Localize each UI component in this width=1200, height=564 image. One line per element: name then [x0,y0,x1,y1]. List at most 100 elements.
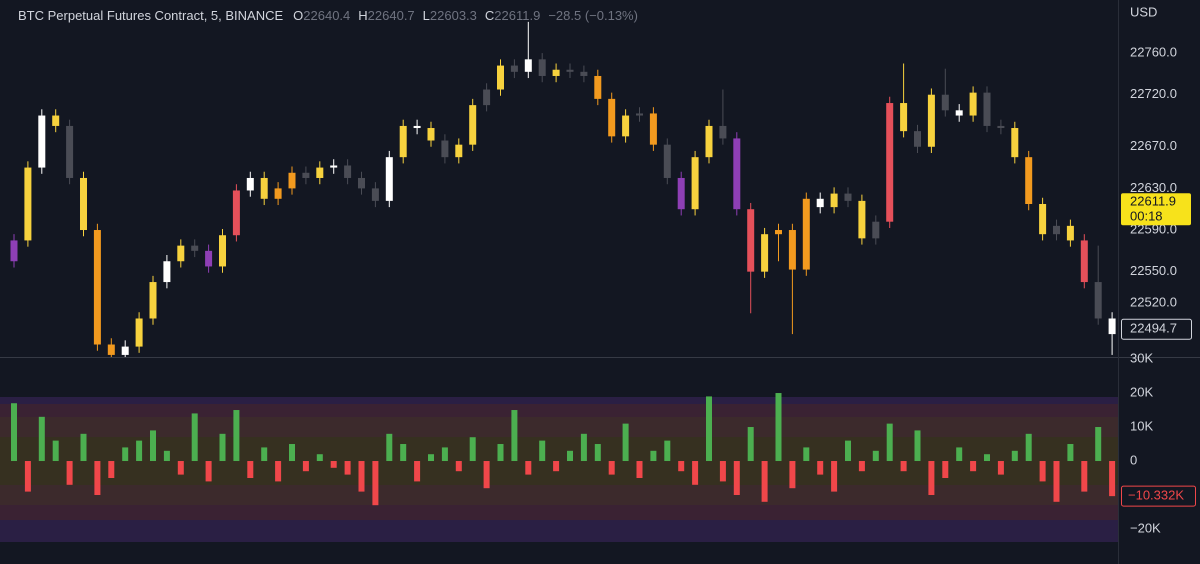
symbol-title: BTC Perpetual Futures Contract, 5, BINAN… [18,8,283,23]
delta-bar [553,461,560,472]
candle-body [761,234,769,272]
candle-body [135,318,143,347]
delta-bar [525,461,532,475]
delta-bar [177,461,184,475]
candle-body [733,138,741,210]
y-tick-label: 22720.0 [1130,86,1177,101]
candle-body [719,125,727,139]
candle-body [927,94,935,147]
delta-bar [761,461,768,502]
last-value-box [1121,485,1196,507]
delta-bar [914,430,921,462]
delta-bar [483,461,490,489]
delta-bar [942,461,949,479]
delta-bar [24,461,31,492]
candle-body [1025,157,1033,204]
delta-bar [344,461,351,475]
candle-body [232,190,240,236]
delta-bar [831,461,838,492]
delta-bar [52,440,59,462]
candle-body [330,165,338,168]
delta-bar [608,461,615,475]
delta-bar [191,413,198,462]
candle-body [1094,282,1102,319]
candle-body [510,65,518,72]
candle-body [219,235,226,267]
delta-bar [580,433,587,462]
delta-bar [845,440,851,462]
candle-body [66,125,74,178]
candle-body [900,103,908,132]
delta-bar [997,461,1004,475]
delta-bar [678,461,685,472]
delta-bar [330,461,337,468]
delta-bar [1067,444,1074,462]
last-price-box [1121,193,1191,226]
delta-bar [900,461,907,472]
candle-body [816,198,824,208]
candle-body [121,346,129,355]
countdown: 00:18 [1130,209,1163,224]
candle-body [1108,318,1116,335]
candle-body [636,113,643,116]
delta-bar [497,444,504,462]
candle-body [886,103,894,222]
last-price-label: 22611.9 [1130,194,1176,209]
delta-bar [664,440,671,462]
candle-body [802,198,810,270]
delta-bar [1109,461,1116,497]
delta-bar [970,461,977,472]
candle-body [441,140,449,158]
candle-body [358,177,365,189]
candle-body [983,92,991,126]
candle-body [941,94,949,111]
candle-body [705,125,713,158]
delta-bar [1081,461,1088,492]
candle-body [246,177,254,191]
candle-body [344,165,352,178]
candle-body [260,177,268,199]
delta-bar [80,433,87,462]
delta-bar [692,461,699,485]
y-tick-label: −20K [1130,520,1161,535]
ohlc-value: 22640.4 [303,8,350,23]
candle-body [608,98,616,137]
ohlc-value: 22640.7 [368,8,415,23]
candle-body [775,230,782,235]
ohlc-label: C [485,8,494,23]
candle-body [93,230,101,345]
candle-body [302,172,310,178]
ohlc-label: L [423,8,430,23]
delta-bar [122,447,129,462]
candle-body [316,167,324,178]
candle-body [399,125,407,158]
delta-bar [469,437,476,462]
candle-body [497,65,504,90]
delta-bar [594,444,601,462]
delta-bar [1011,450,1018,462]
candle-body [844,193,852,201]
candle-body [163,261,171,283]
ohlc-label: O [293,8,303,23]
delta-bar [511,410,518,462]
candle-body [997,125,1005,129]
delta-bars [11,393,1116,506]
candle-body [1011,128,1019,158]
y-tick-label: 22760.0 [1130,45,1177,60]
candle-body [914,131,921,147]
candle-body [1053,225,1060,235]
marker-label: 22494.7 [1130,321,1177,336]
delta-bar [150,430,156,462]
candle-body [747,209,755,272]
candle-body [858,200,866,239]
delta-bar [386,433,393,462]
delta-bar [108,461,115,479]
candle-body [10,240,18,262]
delta-bar [747,427,754,462]
candles [10,21,1116,357]
delta-bar [636,461,643,479]
delta-bar [706,396,712,462]
candle-body [413,125,421,129]
delta-bar [219,433,226,462]
candle-body [38,115,46,168]
